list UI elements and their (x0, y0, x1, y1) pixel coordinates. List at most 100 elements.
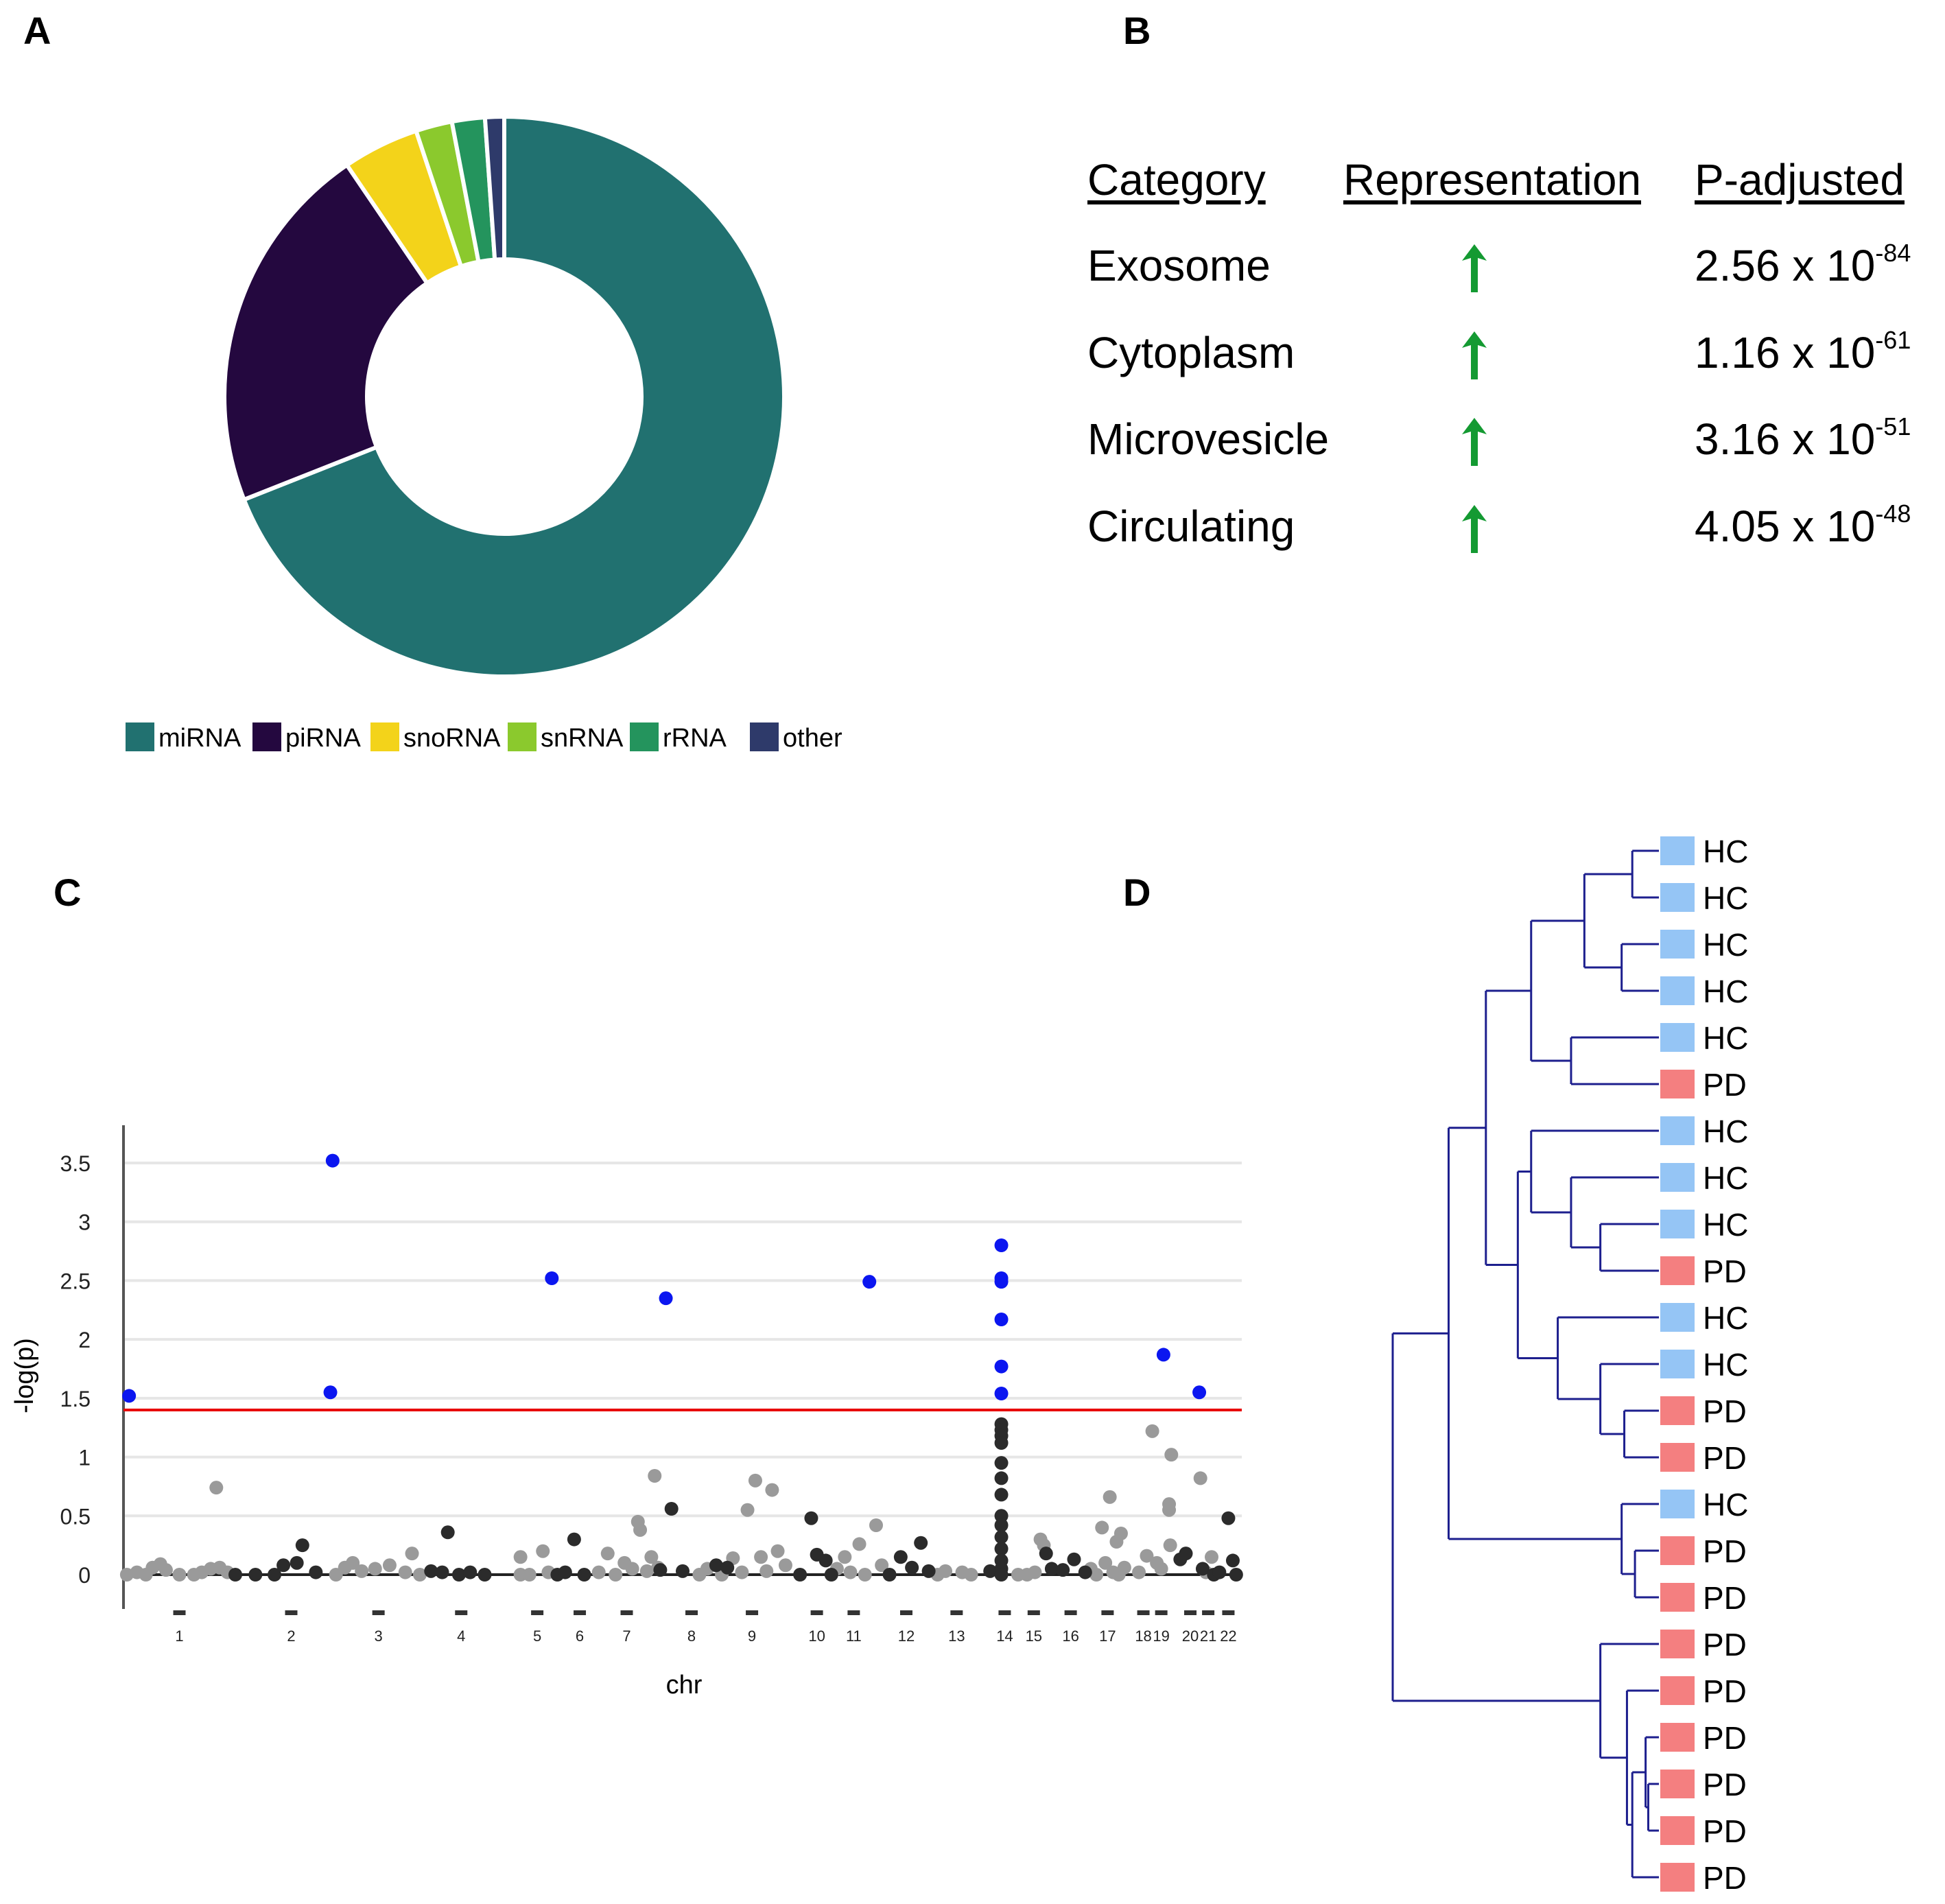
pd-swatch (1660, 1723, 1695, 1752)
leaf-label: HC (1703, 880, 1748, 916)
category-cell: Cytoplasm (1087, 328, 1295, 377)
leaf-label: HC (1703, 927, 1748, 963)
data-point (295, 1538, 309, 1553)
data-point (633, 1523, 648, 1537)
data-point (382, 1558, 397, 1573)
chromosome-marker (998, 1610, 1011, 1615)
p-value-base: 3.16 x 10 (1695, 414, 1876, 464)
data-point (463, 1565, 478, 1579)
up-arrow-shape (1462, 505, 1487, 553)
p-value-exponent: -48 (1875, 499, 1911, 528)
chromosome-label: 12 (898, 1627, 915, 1645)
data-point (478, 1568, 492, 1582)
data-point (994, 1530, 1009, 1544)
data-point (709, 1558, 723, 1573)
chromosome-marker (1027, 1610, 1040, 1615)
significant-point (122, 1389, 137, 1403)
chromosome-marker (950, 1610, 963, 1615)
data-point (558, 1565, 572, 1579)
data-point (770, 1544, 785, 1558)
data-point (983, 1564, 998, 1578)
hc-swatch (1660, 1303, 1695, 1332)
p-adjusted-cell: 1.16 x 10-61 (1695, 326, 1911, 378)
data-point (1056, 1563, 1070, 1577)
chromosome-label: 13 (948, 1627, 965, 1645)
data-point (1067, 1552, 1081, 1566)
leaf-label: PD (1703, 1394, 1747, 1429)
leaf-label: PD (1703, 1673, 1747, 1709)
chromosome-marker (285, 1610, 298, 1615)
leaf-label: PD (1703, 1627, 1747, 1662)
significant-point (994, 1359, 1009, 1374)
data-point (644, 1550, 659, 1564)
chromosome-label: 16 (1062, 1627, 1078, 1645)
p-adjusted-cell: 3.16 x 10-51 (1695, 412, 1911, 465)
data-point (172, 1568, 187, 1582)
chromosome-marker (1101, 1610, 1114, 1615)
data-point (735, 1565, 749, 1579)
chromosome-marker (1155, 1610, 1168, 1615)
category-cell: Exosome (1087, 241, 1271, 290)
chromosome-label: 1 (175, 1627, 183, 1645)
leaf-label: HC (1703, 1207, 1748, 1243)
data-point (748, 1473, 762, 1488)
data-point (600, 1547, 615, 1561)
leaf-label: HC (1703, 1114, 1748, 1149)
leaf-label: HC (1703, 1020, 1748, 1056)
leaf-label: HC (1703, 1487, 1748, 1523)
data-point (905, 1560, 919, 1575)
y-axis-title: -log(p) (10, 1338, 39, 1413)
category-cell: Microvesicle (1087, 414, 1330, 464)
panel-label-d: D (1123, 871, 1151, 914)
leaf-label: PD (1703, 1533, 1747, 1569)
data-point (676, 1564, 689, 1578)
y-tick-label: 2 (78, 1328, 91, 1352)
chromosome-marker (685, 1610, 698, 1615)
table-row: Cytoplasm 1.16 x 10-61 (1087, 326, 1945, 382)
dendrogram: HC HC HC HC HC PD HC HC HC PD HC HC PD PD HC PD PD PD PD PD… (1391, 834, 1748, 1896)
data-point (1044, 1562, 1059, 1576)
chromosome-label: 20 (1182, 1627, 1199, 1645)
data-point (536, 1544, 550, 1558)
significant-point (994, 1275, 1009, 1289)
x-axis-title: chr (666, 1671, 703, 1700)
significant-point (545, 1271, 559, 1285)
slice-other (482, 114, 506, 262)
chromosome-marker (173, 1610, 186, 1615)
data-point (1028, 1565, 1042, 1579)
data-point (1103, 1490, 1117, 1504)
data-point (346, 1555, 360, 1570)
p-value-base: 4.05 x 10 (1695, 502, 1876, 551)
table-row: Circulating 4.05 x 10-48 (1087, 499, 1945, 556)
leaf-label: PD (1703, 1860, 1747, 1896)
data-point (843, 1565, 858, 1579)
chromosome-label: 9 (748, 1627, 756, 1645)
category-cell: Circulating (1087, 502, 1295, 551)
leaf-label: PD (1703, 1440, 1747, 1476)
data-point (939, 1564, 953, 1578)
header-representation: Representation (1343, 155, 1642, 204)
up-arrow-shape (1462, 244, 1487, 292)
leaf-label: PD (1703, 1813, 1747, 1849)
data-point (1078, 1565, 1092, 1579)
data-point (994, 1518, 1009, 1532)
data-point (158, 1563, 173, 1577)
chromosome-marker (900, 1610, 912, 1615)
data-point (804, 1511, 818, 1525)
leaf-label: PD (1703, 1067, 1747, 1103)
significant-point (994, 1313, 1009, 1326)
legend-label-mirna: miRNA (158, 724, 241, 753)
legend-swatch-pirna (252, 722, 281, 751)
hc-swatch (1660, 1490, 1695, 1518)
data-point (994, 1509, 1009, 1523)
data-point (893, 1550, 908, 1564)
chromosome-label: 19 (1153, 1627, 1169, 1645)
table-row: Microvesicle 3.16 x 10-51 (1087, 412, 1945, 469)
data-point (1229, 1568, 1243, 1582)
data-point (765, 1483, 779, 1497)
leaf-label: HC (1703, 1160, 1748, 1196)
legend-label-snorna: snoRNA (403, 724, 501, 753)
data-point (994, 1471, 1009, 1485)
p-adjusted-cell: 2.56 x 10-84 (1695, 239, 1911, 291)
